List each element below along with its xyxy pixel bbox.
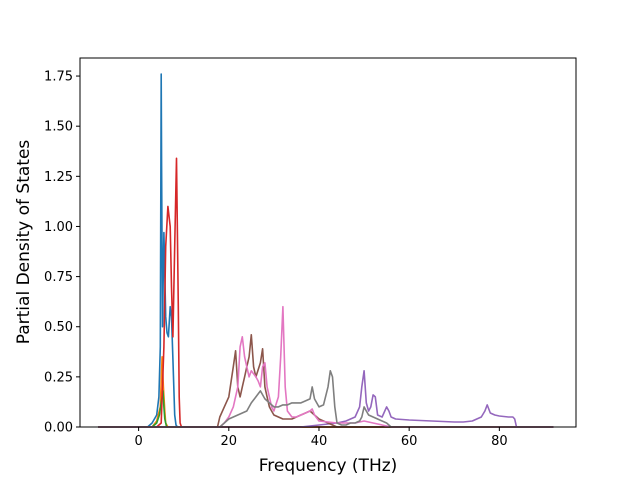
y-ticks: 0.00 0.25 0.50 0.75 1.00 1.25 1.50 1.75 [44,70,80,436]
series-line-8 [98,370,554,428]
x-tick-label: 20 [221,434,238,449]
plot-frame [79,57,577,428]
x-tick-label: 0 [134,434,142,449]
y-tick-label: 1.75 [44,70,73,85]
y-tick-label: 1.50 [44,120,73,135]
series-line-4 [98,157,554,428]
y-tick-label: 0.75 [44,270,73,285]
series-layer [98,73,554,428]
x-axis-label: Frequency (THz) [259,456,398,476]
x-ticks: 0 20 40 60 80 [134,427,508,449]
series-line-5 [98,370,554,428]
y-axis-label: Partial Density of States [14,140,34,345]
y-tick-label: 0.25 [44,370,73,385]
y-tick-label: 0.00 [44,421,73,436]
y-tick-label: 0.50 [44,320,73,335]
series-line-7 [98,305,554,428]
x-tick-label: 60 [401,434,418,449]
y-tick-label: 1.00 [44,220,73,235]
x-tick-label: 40 [311,434,328,449]
y-tick-label: 1.25 [44,170,73,185]
series-line-1 [98,73,554,428]
x-tick-label: 80 [491,434,508,449]
